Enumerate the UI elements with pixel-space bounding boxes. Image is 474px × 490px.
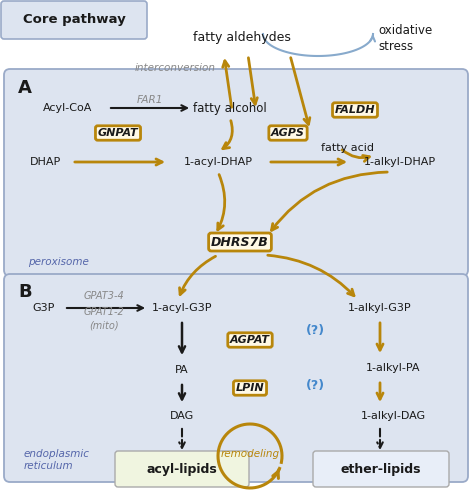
FancyBboxPatch shape xyxy=(1,1,147,39)
Text: peroxisome: peroxisome xyxy=(28,257,89,267)
Text: DHAP: DHAP xyxy=(30,157,62,167)
Text: fatty aldehydes: fatty aldehydes xyxy=(193,31,291,45)
Text: 1-alkyl-PA: 1-alkyl-PA xyxy=(366,363,420,373)
Text: Acyl-CoA: Acyl-CoA xyxy=(43,103,93,113)
Text: DHRS7B: DHRS7B xyxy=(211,236,269,248)
Text: PA: PA xyxy=(175,365,189,375)
Text: GPAT3-4: GPAT3-4 xyxy=(83,291,124,301)
Text: fatty alcohol: fatty alcohol xyxy=(193,101,267,115)
Text: GNPAT: GNPAT xyxy=(98,128,138,138)
Text: (?): (?) xyxy=(305,323,325,337)
Text: (mito): (mito) xyxy=(89,320,119,330)
Text: FALDH: FALDH xyxy=(335,105,375,115)
Text: interconversion: interconversion xyxy=(135,63,216,73)
Text: endoplasmic
reticulum: endoplasmic reticulum xyxy=(24,449,90,471)
Text: DAG: DAG xyxy=(170,411,194,421)
Text: AGPAT: AGPAT xyxy=(230,335,270,345)
Text: oxidative: oxidative xyxy=(378,24,432,36)
FancyBboxPatch shape xyxy=(313,451,449,487)
Text: Core pathway: Core pathway xyxy=(23,14,126,26)
Text: A: A xyxy=(18,79,32,97)
FancyBboxPatch shape xyxy=(115,451,249,487)
Text: stress: stress xyxy=(378,40,413,52)
Text: remodeling: remodeling xyxy=(220,449,280,459)
Text: 1-alkyl-DAG: 1-alkyl-DAG xyxy=(360,411,426,421)
Text: ether-lipids: ether-lipids xyxy=(341,463,421,475)
Text: B: B xyxy=(18,283,32,301)
Text: acyl-lipids: acyl-lipids xyxy=(146,463,218,475)
FancyBboxPatch shape xyxy=(4,69,468,276)
Text: 1-acyl-DHAP: 1-acyl-DHAP xyxy=(183,157,253,167)
Text: LPIN: LPIN xyxy=(236,383,264,393)
Text: FAR1: FAR1 xyxy=(137,95,163,105)
Text: G3P: G3P xyxy=(33,303,55,313)
Text: GPAT1-2: GPAT1-2 xyxy=(83,307,124,317)
Text: fatty acid: fatty acid xyxy=(321,143,374,153)
Text: 1-alkyl-DHAP: 1-alkyl-DHAP xyxy=(364,157,436,167)
Text: 1-acyl-G3P: 1-acyl-G3P xyxy=(152,303,212,313)
Text: AGPS: AGPS xyxy=(271,128,305,138)
Text: (?): (?) xyxy=(305,378,325,392)
Text: 1-alkyl-G3P: 1-alkyl-G3P xyxy=(348,303,412,313)
FancyBboxPatch shape xyxy=(4,274,468,482)
